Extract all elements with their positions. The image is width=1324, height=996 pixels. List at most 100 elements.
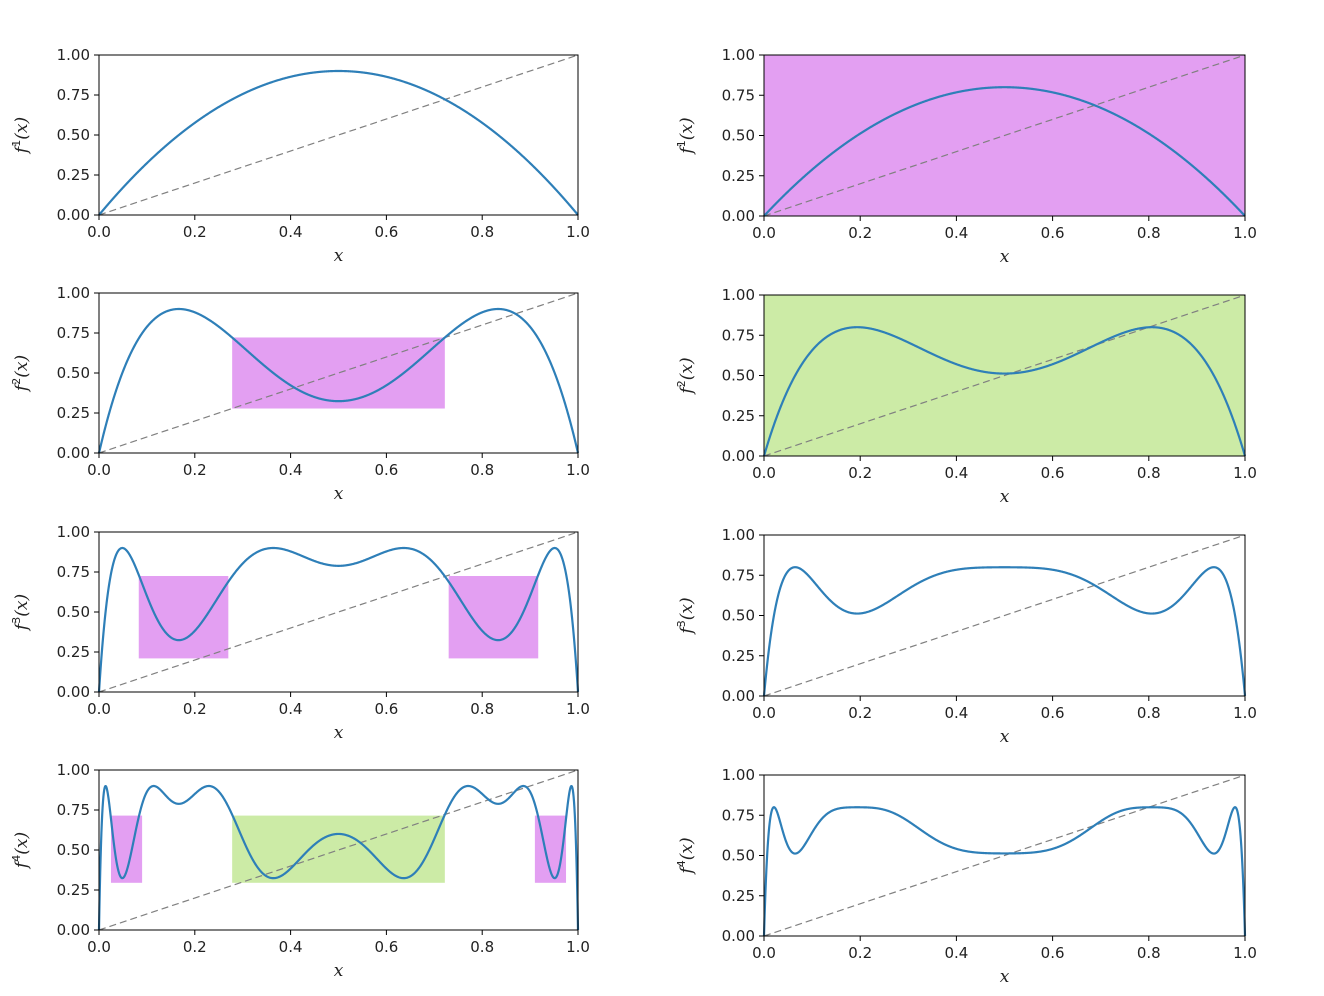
x-axis-label: x — [1000, 727, 1010, 747]
y-axis-label: f1(x) — [10, 117, 32, 155]
y-axis-label-sup: 4 — [10, 855, 23, 862]
y-tick-label: 1.00 — [57, 761, 90, 779]
y-tick-label: 1.00 — [722, 286, 755, 304]
y-tick-label: 0.25 — [57, 404, 90, 422]
y-tick-label: 1.00 — [722, 766, 755, 784]
highlight-box-0 — [138, 576, 229, 659]
x-tick-label: 0.8 — [470, 700, 494, 718]
y-tick-label: 0.75 — [722, 326, 755, 344]
x-tick-label: 0.8 — [1137, 704, 1161, 722]
diagonal-line — [98, 769, 579, 931]
y-tick-label: 0.75 — [722, 86, 755, 104]
x-tick-label: 0.4 — [944, 464, 968, 482]
y-tick-label: 0.50 — [722, 367, 755, 385]
x-tick-label: 0.4 — [279, 938, 303, 956]
x-tick-label: 0.4 — [944, 704, 968, 722]
subplot-right-1: 0.0 0.2 0.4 0.6 0.8 1.0 0.00 0.25 0.50 0.75 1.00 x f… — [675, 46, 1257, 267]
y-tick-label: 0.50 — [722, 847, 755, 865]
y-tick-label: 0.75 — [57, 324, 90, 342]
y-tick-label: 0.00 — [57, 206, 90, 224]
y-axis-label-sup: 1 — [10, 140, 23, 147]
y-tick-label: 1.00 — [57, 46, 90, 64]
x-axis-label: x — [334, 723, 344, 743]
y-tick-label: 0.50 — [722, 607, 755, 625]
y-tick-label: 0.50 — [57, 126, 90, 144]
y-tick-label: 0.25 — [57, 166, 90, 184]
diagonal-line — [98, 531, 579, 693]
x-tick-label: 1.0 — [566, 700, 590, 718]
y-axis-label-base: f — [12, 859, 32, 870]
y-axis-label: f2(x) — [10, 355, 32, 393]
subplot-left-2: 0.0 0.2 0.4 0.6 0.8 1.0 0.00 0.25 0.50 0.75 1.00 x f… — [10, 284, 590, 504]
y-axis-label: f4(x) — [10, 832, 32, 870]
x-axis-label: x — [1000, 487, 1010, 507]
x-tick-label: 1.0 — [566, 223, 590, 241]
x-axis-label: x — [1000, 247, 1010, 267]
x-tick-label: 0.4 — [279, 223, 303, 241]
x-tick-label: 0.6 — [374, 700, 398, 718]
x-tick-label: 1.0 — [1233, 464, 1257, 482]
x-tick-label: 0.0 — [752, 704, 776, 722]
y-tick-label: 0.25 — [722, 887, 755, 905]
y-axis-label-sup: 3 — [10, 617, 23, 624]
y-tick-label: 0.75 — [722, 806, 755, 824]
y-tick-label: 0.50 — [722, 127, 755, 145]
diagonal-line — [763, 774, 1246, 937]
y-tick-label: 1.00 — [722, 46, 755, 64]
y-tick-label: 0.50 — [57, 603, 90, 621]
x-tick-label: 0.2 — [183, 223, 207, 241]
y-tick-label: 0.50 — [57, 841, 90, 859]
y-tick-label: 1.00 — [57, 523, 90, 541]
subplot-left-1: 0.0 0.2 0.4 0.6 0.8 1.0 0.00 0.25 0.50 0.75 1.00 x f… — [10, 46, 590, 266]
x-tick-label: 0.2 — [848, 224, 872, 242]
subplot-left-4: 0.0 0.2 0.4 0.6 0.8 1.0 0.00 0.25 0.50 0.75 1.00 x f… — [10, 761, 590, 981]
y-tick-label: 0.00 — [722, 687, 755, 705]
x-tick-label: 0.6 — [374, 938, 398, 956]
curve-series — [97, 546, 580, 693]
x-tick-label: 0.0 — [752, 224, 776, 242]
x-tick-label: 0.8 — [470, 223, 494, 241]
highlight-box-1 — [232, 815, 445, 883]
subplot-right-2: 0.0 0.2 0.4 0.6 0.8 1.0 0.00 0.25 0.50 0.75 1.00 x f… — [675, 286, 1257, 507]
x-tick-label: 0.6 — [374, 461, 398, 479]
y-axis-label-sup: 4 — [675, 860, 688, 867]
y-tick-label: 0.00 — [57, 921, 90, 939]
x-tick-label: 0.6 — [1041, 704, 1065, 722]
x-tick-label: 0.4 — [944, 944, 968, 962]
x-tick-label: 0.2 — [848, 464, 872, 482]
y-axis-label-base: f — [677, 385, 697, 396]
y-tick-label: 0.75 — [57, 86, 90, 104]
curve-series — [97, 307, 580, 454]
x-tick-label: 1.0 — [566, 938, 590, 956]
y-tick-label: 0.00 — [57, 683, 90, 701]
x-tick-label: 0.8 — [1137, 944, 1161, 962]
x-tick-label: 0.0 — [87, 461, 111, 479]
y-axis-label-arg: (x) — [677, 597, 697, 620]
y-tick-label: 0.25 — [57, 881, 90, 899]
x-tick-label: 1.0 — [1233, 704, 1257, 722]
subplot-right-4: 0.0 0.2 0.4 0.6 0.8 1.0 0.00 0.25 0.50 0.75 1.00 x f… — [675, 766, 1257, 987]
x-tick-label: 0.8 — [1137, 224, 1161, 242]
y-axis-label-base: f — [677, 625, 697, 636]
y-axis-label: f1(x) — [675, 117, 697, 155]
highlight-box-1 — [448, 576, 539, 659]
y-axis-label-sup: 1 — [675, 140, 688, 147]
x-tick-label: 0.4 — [944, 224, 968, 242]
diagonal-line — [763, 294, 1246, 457]
y-axis-label-base: f — [677, 145, 697, 156]
y-axis-label-sup: 2 — [675, 380, 688, 387]
y-tick-label: 0.25 — [722, 407, 755, 425]
x-tick-label: 0.0 — [87, 938, 111, 956]
curve-series — [762, 806, 1247, 937]
y-axis-label-arg: (x) — [12, 117, 32, 140]
y-tick-label: 0.75 — [722, 566, 755, 584]
x-tick-label: 1.0 — [1233, 944, 1257, 962]
x-tick-label: 0.6 — [374, 223, 398, 241]
curve-series — [98, 69, 579, 216]
y-axis-label-sup: 2 — [10, 378, 23, 385]
curve-series — [763, 86, 1246, 217]
x-tick-label: 0.0 — [752, 464, 776, 482]
y-tick-label: 0.25 — [722, 167, 755, 185]
y-tick-label: 0.25 — [722, 647, 755, 665]
y-axis-label-arg: (x) — [12, 832, 32, 855]
